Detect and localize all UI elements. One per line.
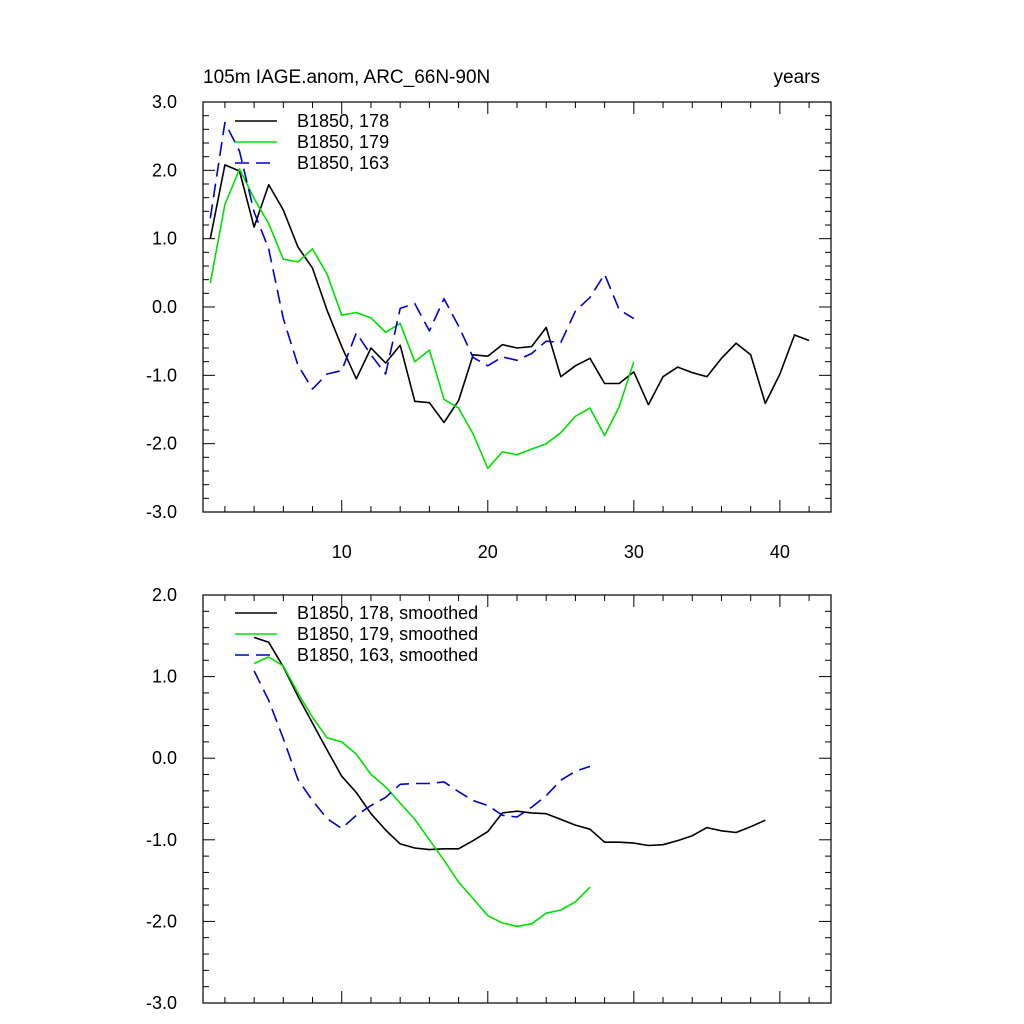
y-tick-label: 0.0 (152, 748, 177, 768)
top-axis-ticks: -3.0 -2.0 -1.0 0.0 1.0 2.0 3.0 10 20 30 40 (146, 92, 831, 562)
series-line-2 (253, 656, 591, 928)
top-chart-units: years (774, 67, 820, 88)
legend-label-1: B1850, 178 (297, 111, 389, 131)
x-tick-label: 10 (332, 542, 352, 562)
x-tick-label: 30 (624, 542, 644, 562)
y-tick-label: 3.0 (152, 92, 177, 112)
y-tick-label: -3.0 (146, 993, 177, 1013)
top-plot-frame (202, 101, 832, 513)
series-line-3 (253, 670, 591, 830)
top-panel: 105m IAGE.anom, ARC_66N-90N years -3.0 -2… (146, 67, 832, 562)
bottom-panel: -3.0 -2.0 -1.0 0.0 1.0 2.0 B1850, 178, smooth… (146, 585, 832, 1013)
y-tick-label: -1.0 (146, 365, 177, 385)
legend-label-1: B1850, 178, smoothed (297, 603, 478, 623)
bottom-axis-ticks: -3.0 -2.0 -1.0 0.0 1.0 2.0 (146, 585, 831, 1013)
x-tick-label: 20 (478, 542, 498, 562)
series-line-1 (253, 636, 766, 851)
series-line-1 (209, 164, 810, 424)
y-tick-label: 2.0 (152, 585, 177, 605)
top-series-lines (209, 121, 810, 470)
y-tick-label: 0.0 (152, 297, 177, 317)
bottom-plot-frame (202, 594, 832, 1004)
legend-label-3: B1850, 163, smoothed (297, 645, 478, 665)
y-tick-label: 1.0 (152, 667, 177, 687)
legend-label-2: B1850, 179, smoothed (297, 624, 478, 644)
y-tick-label: -1.0 (146, 830, 177, 850)
y-tick-label: -2.0 (146, 911, 177, 931)
bottom-series-lines (253, 636, 766, 928)
y-tick-label: 2.0 (152, 160, 177, 180)
y-tick-label: -2.0 (146, 434, 177, 454)
x-tick-label: 40 (770, 542, 790, 562)
y-tick-label: 1.0 (152, 229, 177, 249)
legend-label-2: B1850, 179 (297, 132, 389, 152)
y-tick-label: -3.0 (146, 502, 177, 522)
series-line-3 (209, 121, 635, 390)
top-chart-title: 105m IAGE.anom, ARC_66N-90N (203, 67, 490, 88)
series-line-2 (209, 168, 635, 470)
legend-label-3: B1850, 163 (297, 153, 389, 173)
